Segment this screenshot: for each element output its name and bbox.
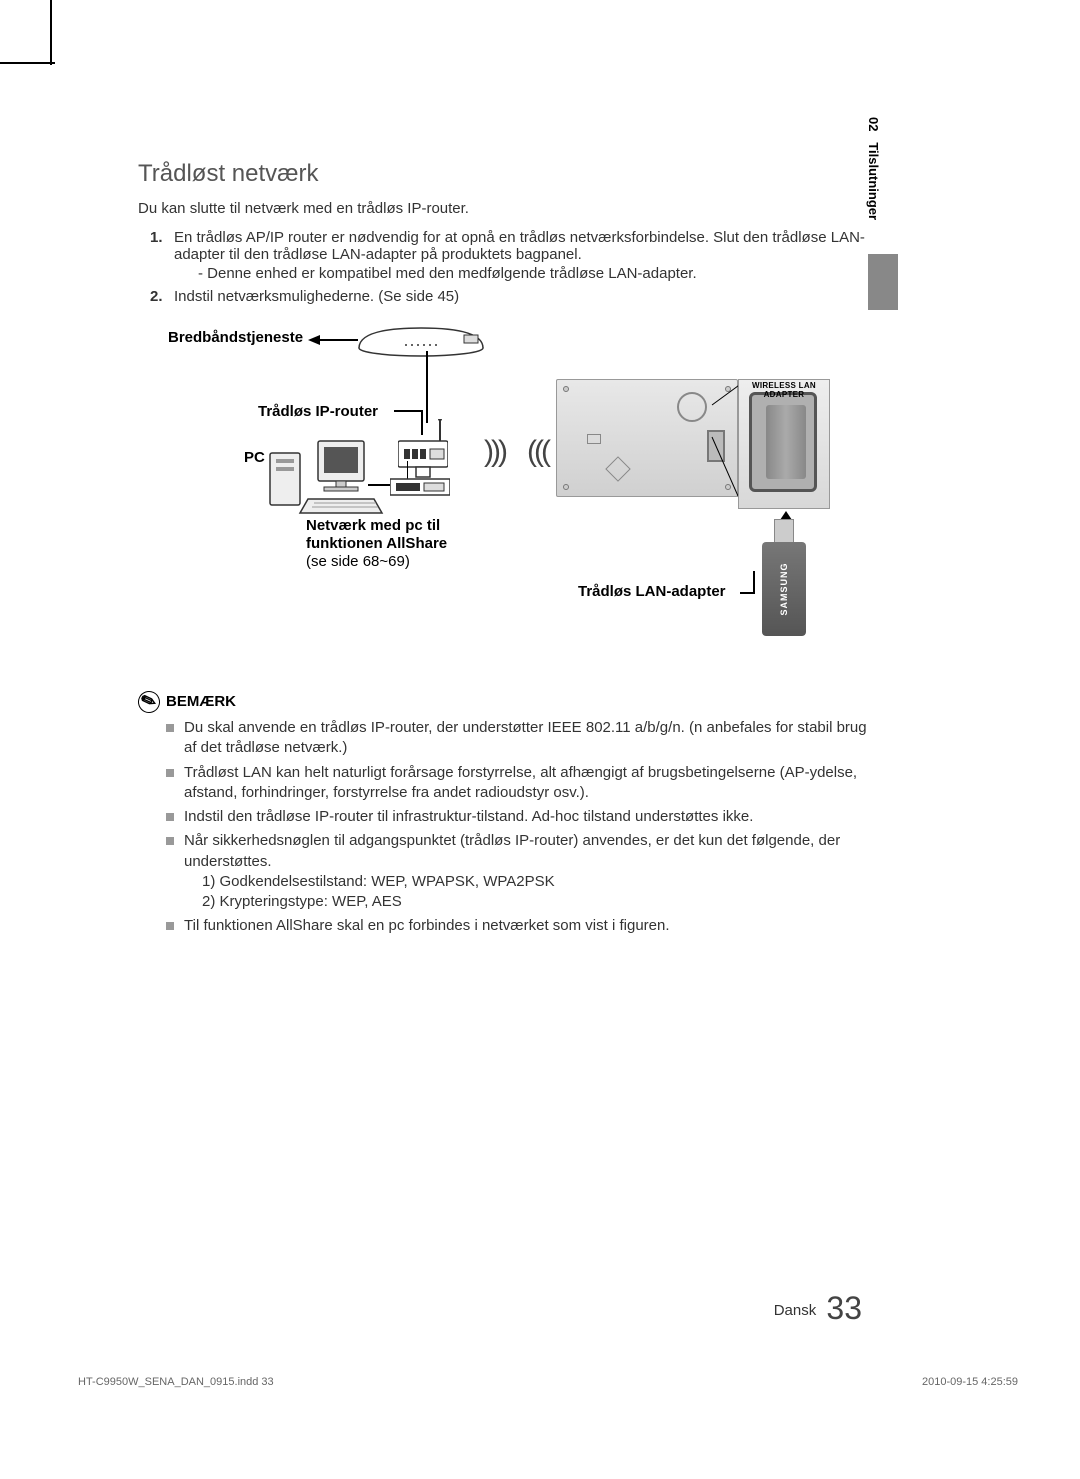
note-item-4: Når sikkerhedsnøglen til adgangspunktet … xyxy=(166,831,868,912)
section-title: Trådløst netværk xyxy=(138,160,868,188)
page-content: Trådløst netværk Du kan slutte til netvæ… xyxy=(138,160,868,941)
note-item-3: Indstil den trådløse IP-router til infra… xyxy=(166,807,868,827)
note-block: BEMÆRK Du skal anvende en trådløs IP-rou… xyxy=(138,693,868,937)
side-tab-chapter: 02 xyxy=(866,117,881,131)
print-footer-left: HT-C9950W_SENA_DAN_0915.indd 33 xyxy=(78,1376,274,1388)
note-sub-2: 2) Krypteringstype: WEP, AES xyxy=(184,892,868,912)
label-pc: PC xyxy=(244,449,265,466)
note-item-1: Du skal anvende en trådløs IP-router, de… xyxy=(166,718,868,759)
print-footer-right: 2010-09-15 4:25:59 xyxy=(922,1376,1018,1388)
note-item-2: Trådløst LAN kan helt naturligt forårsag… xyxy=(166,763,868,804)
intro-text: Du kan slutte til netværk med en trådløs… xyxy=(138,200,868,217)
arrow-broadband xyxy=(308,333,358,347)
wireless-waves-out: ))) xyxy=(484,435,505,469)
router-icon xyxy=(398,419,448,479)
label-router: Trådløs IP-router xyxy=(258,403,378,420)
label-allshare-3: (se side 68~69) xyxy=(306,553,410,570)
note-item-5: Til funktionen AllShare skal en pc forbi… xyxy=(166,916,868,936)
crop-mark-vertical xyxy=(50,0,52,65)
line-lanadapter xyxy=(740,571,764,611)
back-panel xyxy=(556,379,738,497)
diagram: Bredbåndstjeneste Trådløs IP-router xyxy=(138,323,868,663)
steps-list: 1. En trådløs AP/IP router er nødvendig … xyxy=(150,229,868,305)
side-tab-dark xyxy=(868,254,898,310)
label-lanadapter: Trådløs LAN-adapter xyxy=(578,583,726,600)
step-2-num: 2. xyxy=(150,288,163,305)
label-allshare-2: funktionen AllShare xyxy=(306,535,447,552)
callout-label-2: ADAPTER xyxy=(738,390,830,399)
crop-mark-horizontal xyxy=(0,62,55,64)
step-2: 2. Indstil netværksmulighederne. (Se sid… xyxy=(150,288,868,305)
side-tab-title: Tilslutninger xyxy=(866,142,881,220)
step-1: 1. En trådløs AP/IP router er nødvendig … xyxy=(150,229,868,282)
footer-lang: Dansk xyxy=(774,1302,817,1319)
adapter-brand: SAMSUNG xyxy=(779,562,789,615)
note-header: BEMÆRK xyxy=(138,693,868,710)
print-footer: HT-C9950W_SENA_DAN_0915.indd 33 2010-09-… xyxy=(78,1376,1018,1388)
footer-page-number: 33 xyxy=(826,1290,862,1326)
callout-label: WIRELESS LAN ADAPTER xyxy=(738,381,830,399)
line-modem-router xyxy=(418,351,436,423)
usb-adapter-icon: SAMSUNG xyxy=(762,519,806,639)
label-broadband: Bredbåndstjeneste xyxy=(168,329,303,346)
label-allshare-1: Netværk med pc til xyxy=(306,517,440,534)
callout-label-1: WIRELESS LAN xyxy=(738,381,830,390)
step-1-sub: - Denne enhed er kompatibel med den medf… xyxy=(174,265,868,282)
pc-icon xyxy=(264,439,384,519)
note-item-4-text: Når sikkerhedsnøglen til adgangspunktet … xyxy=(184,832,840,869)
page-footer: Dansk 33 xyxy=(774,1290,862,1327)
step-2-text: Indstil netværksmulighederne. (Se side 4… xyxy=(174,288,459,305)
pc-lan-port-icon xyxy=(390,477,450,497)
step-1-num: 1. xyxy=(150,229,163,246)
wireless-waves-in: ))) xyxy=(530,435,551,469)
note-sub-1: 1) Godkendelsestilstand: WEP, WPAPSK, WP… xyxy=(184,872,868,892)
note-list: Du skal anvende en trådløs IP-router, de… xyxy=(138,718,868,937)
step-1-text: En trådløs AP/IP router er nødvendig for… xyxy=(174,229,865,263)
modem-icon xyxy=(356,323,486,357)
